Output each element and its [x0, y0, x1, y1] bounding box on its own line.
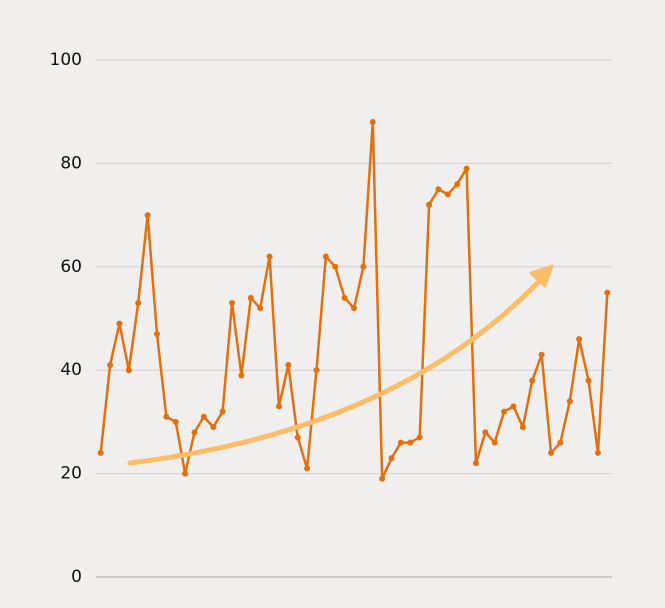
y-tick-label: 0	[71, 567, 82, 587]
data-point	[397, 439, 404, 446]
data-point	[416, 434, 423, 441]
data-point	[116, 320, 123, 327]
data-point	[107, 362, 114, 369]
y-tick-label: 60	[60, 257, 82, 277]
data-point	[332, 263, 339, 270]
trend-arrow	[127, 264, 554, 466]
data-point	[557, 439, 564, 446]
data-point	[454, 181, 461, 188]
data-point	[341, 294, 348, 301]
data-point	[275, 403, 282, 410]
data-point	[153, 331, 160, 338]
data-point	[285, 362, 292, 369]
data-point	[548, 449, 555, 456]
data-point	[360, 263, 367, 270]
y-tick-label: 80	[60, 153, 82, 173]
data-point	[247, 294, 254, 301]
data-point	[322, 253, 329, 260]
data-point	[351, 305, 357, 312]
data-point	[191, 429, 198, 436]
data-point	[266, 253, 273, 260]
data-point	[304, 465, 311, 472]
plot	[97, 119, 611, 482]
data-point	[210, 424, 217, 431]
data-point	[463, 165, 470, 172]
data-point	[97, 449, 104, 456]
data-point	[144, 212, 151, 219]
data-point	[369, 119, 376, 126]
data-point	[594, 449, 601, 456]
data-point	[163, 413, 170, 420]
data-point	[566, 398, 573, 405]
data-point	[510, 403, 517, 410]
data-point	[219, 408, 226, 415]
trend-arrow-head	[529, 264, 554, 288]
data-point	[407, 439, 414, 446]
data-point	[604, 289, 611, 296]
data-point	[538, 351, 545, 358]
data-point	[135, 299, 142, 306]
data-point	[125, 367, 132, 374]
data-point	[238, 372, 245, 379]
data-point	[379, 475, 386, 482]
data-point	[472, 460, 479, 467]
y-tick-label: 20	[60, 464, 82, 484]
data-point	[426, 201, 433, 208]
data-point	[491, 439, 498, 446]
data-point	[444, 191, 451, 198]
data-point	[294, 434, 301, 441]
data-point	[585, 377, 592, 384]
data-point	[388, 455, 395, 462]
data-point	[257, 305, 264, 312]
grid: 0 20 40 60 80 100	[50, 50, 612, 587]
data-point	[313, 367, 320, 374]
data-point	[172, 418, 179, 425]
trend-arrow-line	[127, 272, 548, 466]
data-point	[482, 429, 489, 436]
data-point	[200, 413, 207, 420]
data-point	[529, 377, 536, 384]
data-point	[576, 336, 583, 343]
y-tick-label: 100	[50, 50, 82, 70]
data-point	[501, 408, 508, 415]
data-point	[519, 424, 526, 431]
data-point	[182, 470, 189, 477]
data-point	[435, 186, 442, 193]
y-tick-label: 40	[60, 360, 82, 380]
data-point	[229, 299, 236, 306]
